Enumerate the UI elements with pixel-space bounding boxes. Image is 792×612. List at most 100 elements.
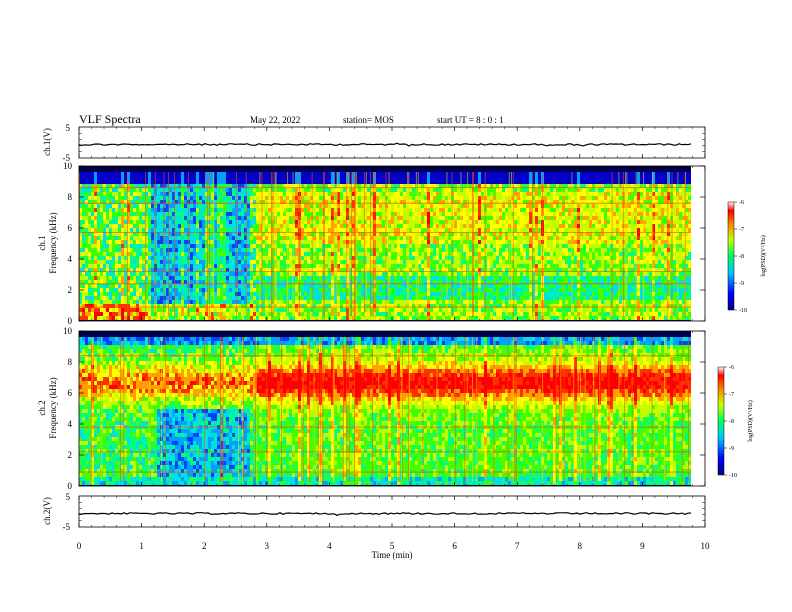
- ch1-spectrogram-cell: [301, 216, 304, 220]
- ch1-spectrogram-cell: [172, 256, 175, 260]
- ch1-spectrogram-cell: [256, 208, 259, 212]
- ch1-spectrogram-cell: [244, 176, 247, 180]
- ch1-spectrogram-cell: [271, 276, 274, 280]
- ch1-spectrogram-cell: [139, 176, 142, 180]
- ch1-spectrogram-cell: [400, 184, 403, 188]
- ch1-spectrogram-cell: [109, 292, 112, 296]
- ch1-spectrogram-cell: [451, 180, 454, 184]
- ch1-spectrogram-cell: [400, 228, 403, 232]
- ch1-spectrogram-cell: [454, 180, 457, 184]
- ch1-spectrogram-cell: [223, 252, 226, 256]
- ch1-spectrogram-cell: [307, 200, 310, 204]
- ch1-spectrogram-cell: [376, 208, 379, 212]
- ch1-spectrogram-cell: [268, 216, 271, 220]
- ch1-spectrogram-cell: [427, 244, 430, 248]
- ch1-spectrogram-cell: [457, 204, 460, 208]
- ch1-spectrogram-cell: [262, 196, 265, 200]
- ch1-spectrogram-cell: [376, 220, 379, 224]
- ch1-spectrogram-cell: [424, 268, 427, 272]
- ch1-spectrogram-cell: [121, 192, 124, 196]
- ch1-spectrogram-cell: [352, 200, 355, 204]
- ch1-spectrogram-cell: [151, 212, 154, 216]
- ch1-spectrogram-cell: [241, 184, 244, 188]
- ch1-spectrogram-cell: [412, 256, 415, 260]
- ch1-spectrogram-cell: [313, 172, 316, 176]
- ch1-spectrogram-cell: [319, 176, 322, 180]
- ch1-spectrogram-cell: [352, 316, 355, 320]
- ch1-spectrogram-cell: [295, 288, 298, 292]
- ch1-spectrogram-cell: [334, 304, 337, 308]
- ch1-spectrogram-cell: [424, 212, 427, 216]
- ch1-spectrogram-cell: [82, 256, 85, 260]
- ch1-spectrogram-cell: [316, 300, 319, 304]
- ch1-spectrogram-cell: [118, 280, 121, 284]
- ch1-spectrogram-cell: [418, 224, 421, 228]
- ch1-spectrogram-cell: [448, 200, 451, 204]
- ch1-spectrogram-cell: [433, 280, 436, 284]
- ch1-spectrogram-cell: [358, 276, 361, 280]
- ch1-spectrogram-cell: [328, 220, 331, 224]
- ch1-spectrogram-cell: [430, 248, 433, 252]
- ch1-spectrogram-cell: [460, 288, 463, 292]
- ch1-spectrogram-cell: [232, 300, 235, 304]
- ch1-spectrogram-cell: [427, 204, 430, 208]
- ch1-spectrogram-cell: [478, 248, 481, 252]
- ch1-spectrogram-cell: [115, 240, 118, 244]
- ch1-spectrogram-cell: [244, 248, 247, 252]
- ch1-spectrogram-cell: [349, 296, 352, 300]
- ch1-spectrogram-cell: [301, 252, 304, 256]
- ch1-spectrogram-cell: [229, 176, 232, 180]
- ch1-spectrogram-cell: [199, 220, 202, 224]
- ch1-spectrogram-cell: [169, 188, 172, 192]
- ch1-spectrogram-cell: [79, 240, 82, 244]
- ch1-spectrogram-cell: [385, 248, 388, 252]
- ch1-spectrogram-cell: [91, 276, 94, 280]
- ch1-spectrogram-cell: [352, 216, 355, 220]
- ch1-spectrogram-cell: [352, 244, 355, 248]
- ch1-spectrogram-cell: [328, 184, 331, 188]
- ch1-spectrogram-cell: [226, 304, 229, 308]
- ch1-spectrogram-cell: [421, 276, 424, 280]
- ch1-spectrogram-cell: [256, 216, 259, 220]
- ch1-spectrogram-cell: [271, 216, 274, 220]
- ch1-spectrogram-cell: [109, 196, 112, 200]
- ch1-spectrogram-cell: [292, 304, 295, 308]
- ch1-spectrogram-cell: [118, 288, 121, 292]
- ch1-spectrogram-cell: [442, 212, 445, 216]
- ch1-spectrogram-cell: [184, 172, 187, 176]
- ch1-spectrogram-cell: [424, 208, 427, 212]
- ch1-spectrogram-cell: [100, 284, 103, 288]
- ch1-spectrogram-cell: [346, 260, 349, 264]
- ch1-spectrogram-cell: [229, 300, 232, 304]
- ch1-spectrogram-cell: [172, 304, 175, 308]
- ch1-spectrogram-cell: [163, 288, 166, 292]
- ch1-spectrogram-cell: [325, 248, 328, 252]
- ch1-spectrogram-cell: [373, 292, 376, 296]
- ch1-spectrogram-cell: [217, 244, 220, 248]
- ch1-spectrogram-cell: [283, 228, 286, 232]
- ch1-spectrogram-cell: [166, 276, 169, 280]
- ch1-spectrogram-cell: [385, 288, 388, 292]
- ch1-spectrogram-cell: [178, 200, 181, 204]
- ch1-spectrogram-cell: [127, 188, 130, 192]
- ch1-spectrogram-cell: [319, 312, 322, 316]
- ch1-spectrogram-cell: [91, 260, 94, 264]
- ch1-spectrogram-cell: [145, 204, 148, 208]
- ch1-spectrogram-cell: [109, 204, 112, 208]
- ch1-spectrogram-cell: [385, 300, 388, 304]
- ch1-spectrogram-cell: [280, 268, 283, 272]
- ch1-spectrogram-cell: [307, 248, 310, 252]
- ch1-spectrogram-cell: [253, 296, 256, 300]
- ch1-spectrogram-cell: [190, 308, 193, 312]
- ch1-spectrogram-cell: [172, 268, 175, 272]
- ch1-spectrogram-cell: [196, 276, 199, 280]
- ch1-spectrogram-cell: [481, 204, 484, 208]
- ch1-spectrogram-cell: [430, 232, 433, 236]
- ch1-spectrogram-cell: [103, 308, 106, 312]
- ch1-spectrogram-cell: [304, 208, 307, 212]
- ch1-spectrogram-cell: [406, 316, 409, 320]
- ch1-spectrogram-cell: [223, 216, 226, 220]
- ch1-spectrogram-cell: [439, 260, 442, 264]
- ch1-spectrogram-cell: [193, 208, 196, 212]
- ch1-spectrogram-cell: [163, 300, 166, 304]
